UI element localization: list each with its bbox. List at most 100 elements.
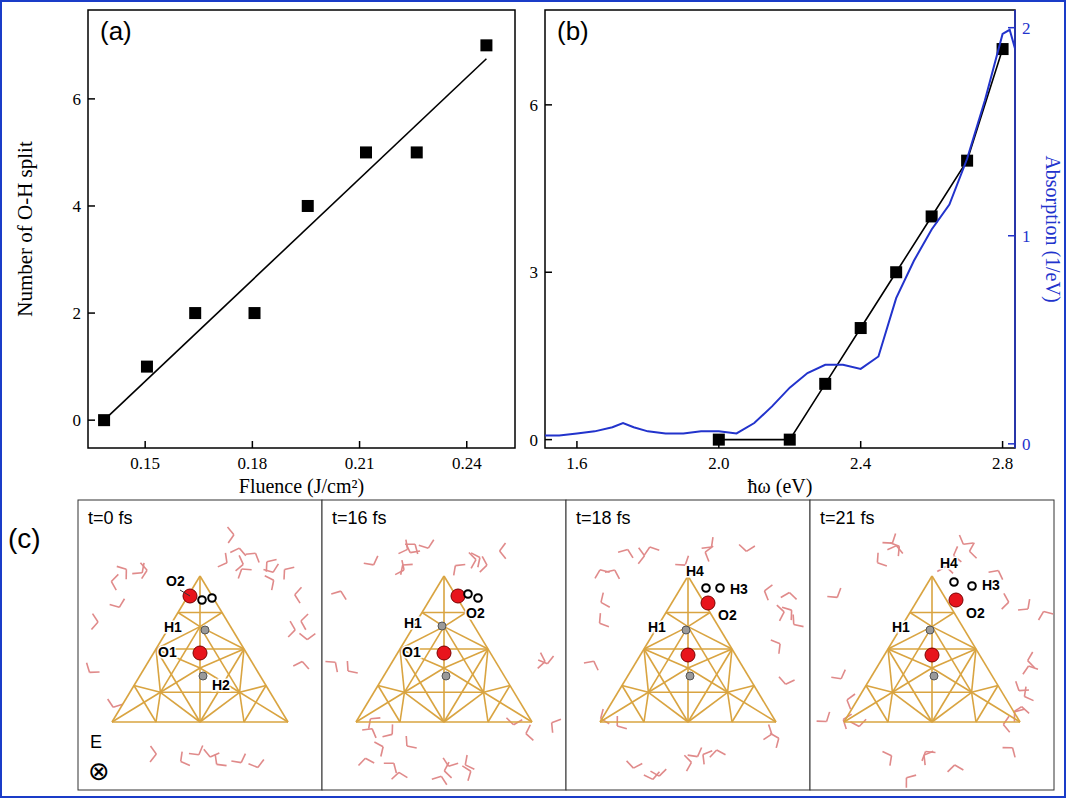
water-bond [283, 569, 285, 579]
water-bond [1003, 716, 1009, 724]
water-bond [541, 653, 546, 662]
water-bond [827, 596, 837, 598]
hydrogen-atom [686, 672, 694, 680]
hydrogen-atom [199, 672, 207, 680]
water-bond [963, 543, 973, 544]
snapshot: H4H3H1O2t=21 fs [810, 500, 1054, 790]
figure: 0.150.180.210.240246(a)Fluence (J/cm²)Nu… [0, 0, 1066, 798]
y-axis-title: Number of O-H split [13, 141, 37, 317]
water-bond [449, 763, 459, 766]
water-bond [419, 545, 429, 548]
y2-tick [1008, 443, 1015, 445]
hydrogen-atom [930, 672, 938, 680]
water-bond [1019, 689, 1029, 691]
water-bond [392, 772, 399, 779]
water-bond [1018, 609, 1028, 610]
water-bond [432, 776, 442, 779]
panel-c: (c)O2H1O1H2t=0 fsE⊗H1O2O1t=16 fsH4H3H1O2… [8, 500, 1054, 790]
water-bond [358, 758, 365, 765]
water-bond [882, 542, 892, 544]
panel-letter: (c) [8, 523, 41, 554]
cage-bond [622, 686, 648, 693]
water-bond [594, 661, 598, 670]
water-bond [605, 570, 615, 572]
water-bond [780, 612, 785, 621]
cage-bond [932, 613, 954, 627]
water-bond [817, 720, 827, 722]
cage-bond [932, 692, 972, 722]
atom-label: O2 [718, 607, 737, 623]
panel-0: 0.150.180.210.240246(a)Fluence (J/cm²)Nu… [13, 10, 515, 498]
water-molecules [817, 534, 1054, 788]
marker [784, 434, 796, 446]
atom-label: H3 [730, 581, 748, 597]
x-tick-label: 0.15 [130, 454, 160, 473]
water-bond [142, 570, 147, 578]
water-bond [792, 615, 794, 625]
water-bond [526, 734, 533, 741]
water-bond [399, 772, 408, 777]
marker [819, 378, 831, 390]
x-tick [466, 441, 468, 448]
water-bond [265, 576, 274, 581]
water-bond [241, 754, 245, 763]
water-bond [295, 595, 300, 603]
cage [844, 576, 1020, 722]
cage-bond [666, 613, 688, 627]
cage-bond [160, 692, 200, 722]
marker [249, 307, 261, 319]
cage-bond [892, 668, 932, 692]
water-bond [790, 610, 792, 620]
figure-frame [1, 1, 1065, 797]
atom-label: H1 [892, 619, 910, 635]
water-molecules [584, 537, 804, 779]
marker [926, 210, 938, 222]
water-bond [847, 700, 851, 709]
water-bond [238, 569, 241, 578]
water-bond [547, 656, 553, 664]
series-line [545, 30, 1015, 436]
water-bond [781, 592, 790, 597]
water-bond [627, 761, 634, 768]
y-tick [545, 439, 552, 441]
atom-label: H3 [982, 577, 1000, 593]
water-bond [1015, 709, 1025, 712]
atoms [180, 589, 216, 680]
cage-bond [422, 612, 466, 614]
water-bond [374, 742, 383, 747]
cage-bond [484, 686, 510, 693]
water-bond [90, 671, 100, 673]
y-tick [545, 271, 552, 273]
cage-bond [932, 668, 972, 692]
water-bond [859, 719, 866, 726]
x-tick-label: 1.6 [566, 454, 587, 473]
water-bond [526, 725, 530, 734]
cage-bond [688, 627, 732, 649]
water-bond [132, 572, 142, 574]
water-bond [779, 644, 780, 654]
water-bond [892, 534, 895, 544]
y2-tick-label: 1 [1022, 227, 1031, 246]
water-bond [717, 750, 726, 755]
field-label: E [90, 732, 102, 752]
water-bond [140, 563, 147, 570]
water-bond [403, 564, 413, 566]
cage-bond [932, 627, 976, 649]
hydrogen-atom [464, 590, 472, 598]
water-bond [364, 563, 374, 565]
water-bond [454, 566, 456, 576]
cage-bond [687, 576, 689, 627]
y-tick [88, 419, 95, 421]
water-bond [639, 548, 645, 556]
cage-bond [200, 576, 288, 722]
water-bond [301, 614, 308, 621]
x-tick-label: 0.24 [452, 454, 482, 473]
cage-bond [728, 649, 732, 692]
water-bond [407, 746, 417, 748]
y2-tick-label: 2 [1022, 19, 1031, 38]
water-bond [684, 755, 691, 762]
cage-bond [728, 686, 754, 693]
y-tick [88, 205, 95, 207]
water-bond [395, 570, 404, 575]
water-bond [955, 765, 964, 770]
